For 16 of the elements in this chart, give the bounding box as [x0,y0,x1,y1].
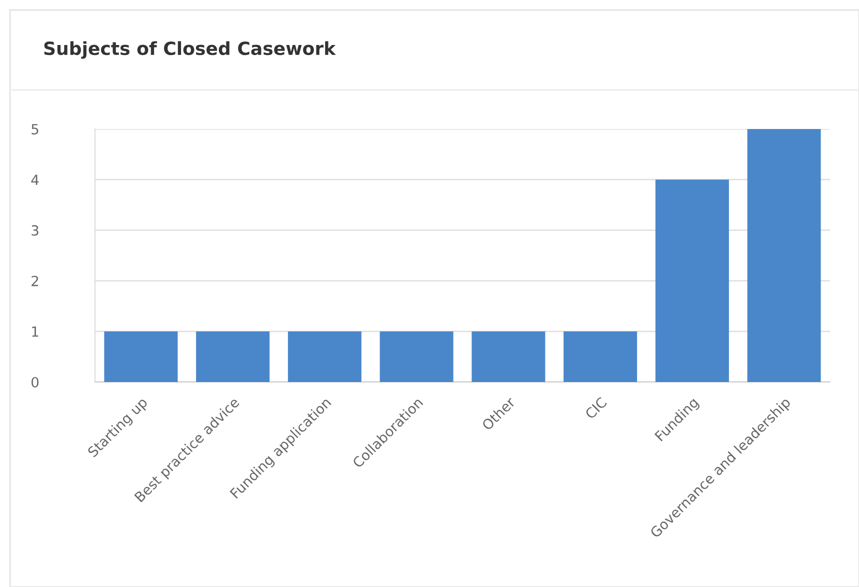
bar [104,331,178,382]
bar [288,331,362,382]
y-tick-label: 1 [32,326,38,337]
bar [472,331,546,382]
bar [747,129,821,382]
y-tick-label: 4 [31,174,39,185]
bar [564,331,638,382]
bar [196,331,270,382]
y-tick-label: 3 [32,225,38,236]
y-tick-label: 2 [32,276,38,286]
y-tick-label: 0 [32,376,39,388]
x-tick-label: CIC [584,396,608,420]
bar [655,180,729,382]
bar [380,331,454,382]
y-tick-label: 5 [32,124,38,134]
chart-title: Subjects of Closed Casework [44,41,336,59]
